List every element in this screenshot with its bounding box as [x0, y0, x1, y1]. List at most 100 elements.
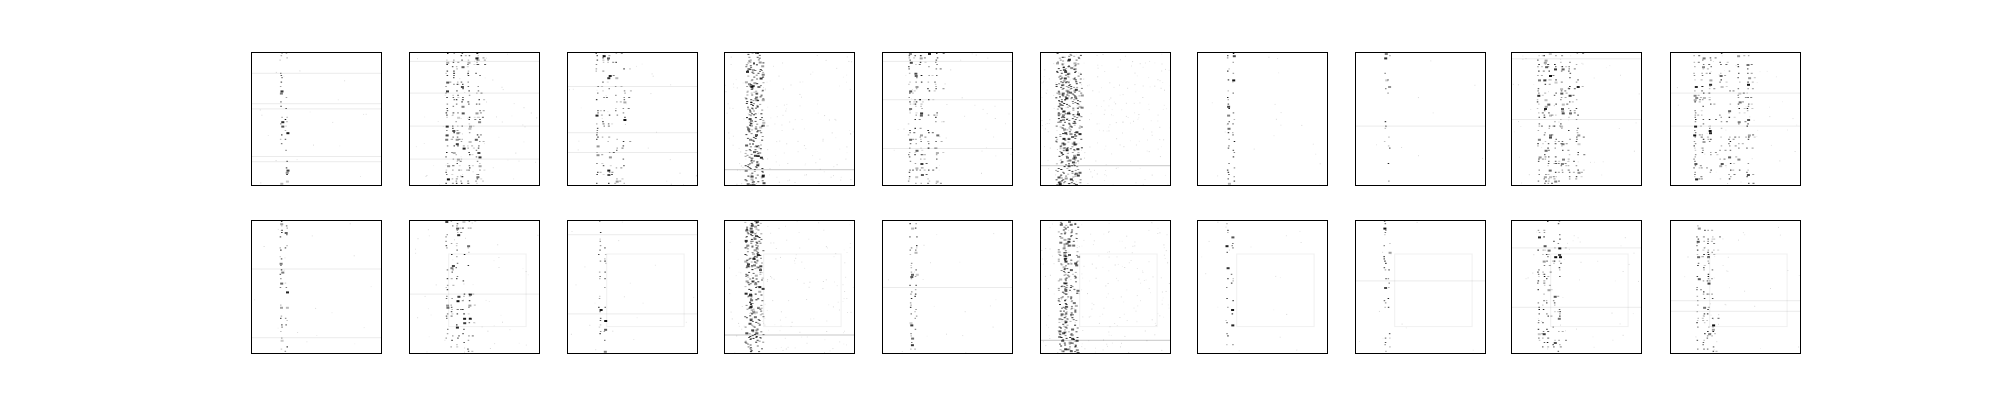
heat-cell: [1553, 125, 1556, 127]
noise-speck: [941, 121, 943, 123]
noise-speck: [805, 148, 807, 150]
horizontal-band: [725, 334, 854, 336]
heat-cell: [1582, 136, 1585, 138]
heat-cell: [1079, 78, 1082, 80]
heat-cell: [761, 262, 763, 264]
heat-cell: [596, 130, 599, 131]
heat-cell: [1747, 169, 1749, 171]
heat-cell: [924, 136, 927, 138]
heat-cell: [1383, 258, 1385, 260]
heat-cell: [457, 145, 459, 147]
heat-cell: [744, 97, 747, 99]
heat-cell: [1063, 310, 1065, 312]
heat-cell: [452, 127, 454, 129]
heat-cell: [284, 317, 287, 319]
heat-cell: [1693, 145, 1695, 147]
heat-cell: [284, 119, 287, 120]
heat-cell: [1076, 327, 1079, 329]
heat-cell: [757, 319, 760, 321]
heat-cell: [1702, 97, 1706, 99]
heat-cell: [1070, 315, 1073, 317]
heat-cell: [751, 252, 754, 254]
heat-cell: [1702, 99, 1704, 101]
heat-cell: [447, 53, 449, 54]
heat-cell: [1059, 254, 1062, 256]
heat-cell: [1067, 296, 1070, 298]
heat-cell: [1717, 249, 1720, 251]
heat-cell: [1542, 309, 1545, 310]
noise-speck: [1084, 152, 1086, 154]
heat-cell: [1540, 125, 1543, 127]
noise-speck: [493, 325, 495, 327]
heat-cell: [753, 249, 757, 252]
noise-speck: [467, 117, 469, 119]
heatmap-image: [1671, 53, 1800, 184]
heat-cell: [759, 314, 762, 316]
heat-cell: [279, 273, 282, 275]
heat-cell: [596, 59, 599, 61]
noise-speck: [1275, 275, 1277, 277]
heat-cell: [745, 273, 748, 275]
heat-cell: [1064, 228, 1067, 230]
heat-cell: [1536, 99, 1539, 101]
heat-cell: [612, 75, 615, 76]
heat-cell: [445, 134, 449, 137]
noise-speck: [1087, 293, 1088, 295]
noise-speck: [1155, 325, 1157, 326]
heat-cell: [755, 53, 757, 54]
noise-speck: [835, 253, 837, 255]
heat-cell: [1064, 300, 1066, 302]
heat-cell: [597, 171, 599, 173]
heat-cell: [1543, 55, 1545, 57]
heat-cell: [1706, 167, 1708, 169]
heat-cell: [1227, 90, 1229, 92]
noise-speck: [769, 168, 771, 170]
heat-cell: [758, 286, 762, 289]
noise-speck: [1279, 277, 1281, 279]
noise-speck: [1128, 352, 1130, 353]
noise-speck: [812, 155, 814, 157]
heat-cell: [1232, 72, 1235, 74]
heat-cell: [747, 62, 750, 64]
heat-cell: [455, 245, 458, 247]
heat-cell: [750, 67, 753, 69]
heat-cell: [1065, 227, 1068, 229]
heat-cell: [1719, 165, 1723, 168]
heat-cell: [1538, 64, 1540, 65]
heat-cell: [1541, 55, 1544, 57]
heat-cell: [629, 90, 632, 92]
heat-cell: [1696, 245, 1698, 247]
heat-cell: [1064, 290, 1067, 292]
noise-speck: [1579, 241, 1581, 243]
noise-speck: [621, 221, 623, 223]
heat-cell: [458, 169, 461, 171]
noise-speck: [1166, 234, 1168, 236]
noise-speck: [1075, 223, 1076, 225]
heat-cell: [284, 130, 287, 131]
heat-cell: [1576, 130, 1578, 131]
noise-speck: [428, 336, 430, 338]
heat-cell: [1560, 70, 1563, 72]
noise-speck: [975, 54, 977, 56]
noise-speck: [1401, 147, 1403, 148]
heat-cell: [748, 60, 750, 62]
heat-cell: [1057, 90, 1060, 92]
heat-cell: [1232, 344, 1234, 346]
heat-cell: [1389, 243, 1391, 244]
noise-speck: [809, 281, 811, 283]
noise-speck: [751, 317, 753, 319]
heat-cell: [1548, 79, 1550, 81]
heat-cell: [1059, 278, 1063, 281]
noise-speck: [1091, 176, 1093, 178]
heat-cell: [602, 81, 604, 83]
heat-cell: [754, 283, 758, 286]
noise-speck: [425, 175, 427, 177]
noise-speck: [1147, 139, 1148, 141]
noise-speck: [815, 162, 817, 164]
heat-cell: [446, 163, 449, 164]
heat-cell: [744, 239, 748, 242]
noise-speck: [1622, 271, 1624, 272]
heat-cell: [747, 108, 750, 110]
heat-cell: [1077, 100, 1079, 102]
noise-speck: [589, 324, 591, 326]
